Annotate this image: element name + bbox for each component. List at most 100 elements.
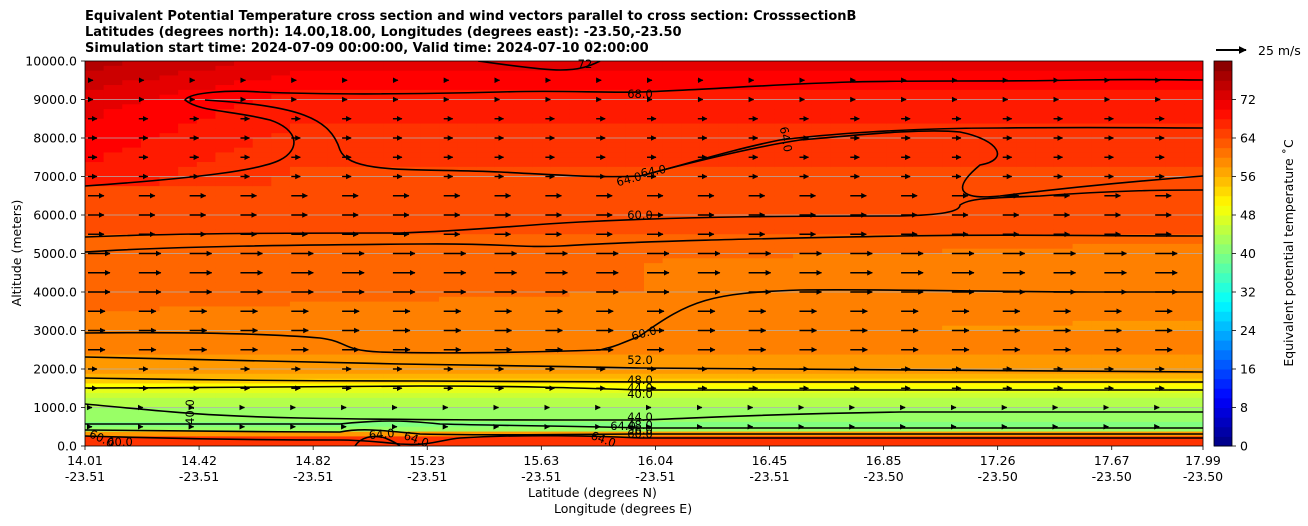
field-cell-3179 <box>811 344 831 351</box>
field-cell-2721 <box>718 65 738 72</box>
field-cell-3972 <box>998 311 1018 317</box>
field-cell-4371 <box>1091 306 1111 312</box>
field-cell-639 <box>215 441 235 446</box>
field-cell-4655 <box>1165 133 1185 139</box>
field-cell-3285 <box>848 85 869 91</box>
field-cell-619 <box>215 344 235 351</box>
field-cell-1907 <box>513 383 533 389</box>
field-cell-1886 <box>513 282 533 288</box>
field-cell-2691 <box>699 306 720 312</box>
field-cell-3409 <box>867 296 887 303</box>
field-cell-2676 <box>699 234 720 240</box>
field-cell-4444 <box>1109 272 1130 279</box>
field-cell-2831 <box>737 210 757 216</box>
field-cell-2229 <box>588 393 608 399</box>
field-cell-4001 <box>1016 65 1036 72</box>
field-cell-560 <box>215 61 235 67</box>
field-cell-2892 <box>755 118 776 125</box>
field-cell-3050 <box>793 109 813 115</box>
field-cell-2130 <box>569 301 589 308</box>
field-cell-2712 <box>699 407 720 413</box>
field-cell-318 <box>140 436 161 442</box>
field-cell-2893 <box>755 123 776 129</box>
field-cell-4521 <box>1128 258 1148 264</box>
field-cell-1066 <box>327 186 347 192</box>
field-cell-1001 <box>308 258 328 264</box>
field-cell-513 <box>196 219 217 226</box>
field-cell-4410 <box>1109 109 1130 115</box>
field-cell-1487 <box>420 287 440 293</box>
field-cell-4658 <box>1165 147 1185 154</box>
field-cell-4188 <box>1053 195 1074 202</box>
field-cell-1810 <box>494 301 515 308</box>
field-cell-1277 <box>364 431 384 437</box>
field-cell-2711 <box>699 402 720 409</box>
field-cell-3767 <box>960 94 980 101</box>
field-cell-1647 <box>457 287 477 293</box>
field-cell-3540 <box>904 157 925 163</box>
field-cell-4340 <box>1091 157 1111 163</box>
field-cell-3142 <box>811 166 831 173</box>
field-cell-1712 <box>476 215 496 221</box>
field-cell-4085 <box>1035 85 1055 91</box>
field-cell-1476 <box>420 234 440 240</box>
field-cell-2733 <box>718 123 738 129</box>
field-cell-2775 <box>718 325 738 332</box>
field-cell-1971 <box>532 306 552 312</box>
field-cell-614 <box>215 320 235 327</box>
field-cell-3146 <box>811 186 831 192</box>
field-cell-3151 <box>811 210 831 216</box>
field-cell-3131 <box>811 113 831 120</box>
field-cell-2944 <box>755 369 776 375</box>
field-cell-3580 <box>904 349 925 356</box>
field-cell-286 <box>140 282 161 288</box>
field-cell-3122 <box>811 70 831 77</box>
field-cell-4500 <box>1128 157 1148 163</box>
field-cell-249 <box>140 104 161 110</box>
field-cell-1217 <box>364 142 384 149</box>
field-cell-810 <box>271 109 291 115</box>
field-cell-4159 <box>1035 441 1055 446</box>
field-cell-372 <box>159 311 179 317</box>
field-cell-2296 <box>606 330 626 336</box>
field-cell-3366 <box>867 89 887 96</box>
field-cell-3192 <box>811 407 831 413</box>
field-cell-2684 <box>699 272 720 279</box>
field-cell-781 <box>252 354 272 360</box>
field-cell-4243 <box>1072 75 1092 81</box>
field-cell-737 <box>252 142 272 149</box>
field-cell-2462 <box>644 359 664 365</box>
field-cell-236 <box>122 426 142 433</box>
field-cell-673 <box>234 219 254 226</box>
field-cell-1648 <box>457 292 477 298</box>
field-cell-283 <box>140 267 161 274</box>
field-cell-2623 <box>681 364 701 370</box>
field-cell-2349 <box>625 200 645 206</box>
field-cell-708 <box>234 388 254 394</box>
field-cell-3753 <box>942 412 962 418</box>
field-cell-3593 <box>904 412 925 418</box>
field-cell-2342 <box>625 166 645 173</box>
field-cell-2253 <box>606 123 626 129</box>
field-cell-4272 <box>1072 215 1092 221</box>
field-cell-2513 <box>662 219 682 226</box>
field-cell-876 <box>271 426 291 433</box>
field-cell-2683 <box>699 267 720 274</box>
field-cell-4143 <box>1035 364 1055 370</box>
field-cell-88 <box>103 99 123 105</box>
field-cell-4363 <box>1091 267 1111 274</box>
field-cell-4049 <box>1016 296 1036 303</box>
field-cell-1736 <box>476 330 496 336</box>
field-cell-3811 <box>960 306 980 312</box>
field-cell-1411 <box>401 306 421 312</box>
field-cell-2780 <box>718 349 738 356</box>
field-cell-52 <box>85 311 105 317</box>
field-cell-2387 <box>625 383 645 389</box>
field-cell-2459 <box>644 344 664 351</box>
field-cell-1872 <box>513 215 533 221</box>
field-cell-1020 <box>308 349 328 356</box>
field-cell-919 <box>289 248 310 255</box>
field-cell-4322 <box>1091 70 1111 77</box>
field-cell-229 <box>122 393 142 399</box>
field-cell-1970 <box>532 301 552 308</box>
